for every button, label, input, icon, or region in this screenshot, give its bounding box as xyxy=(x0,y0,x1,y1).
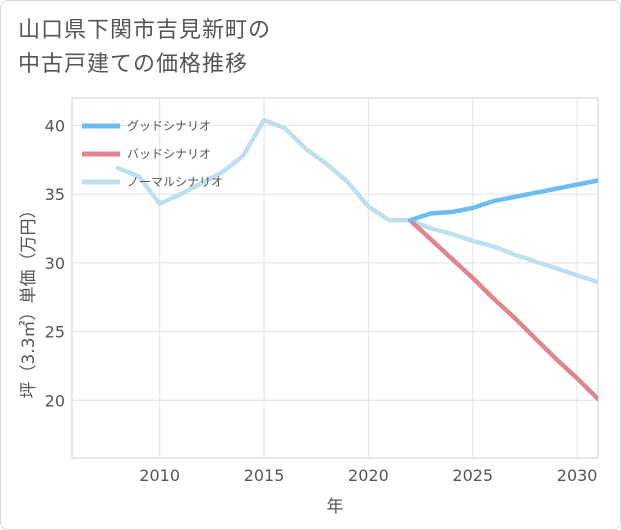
series-line-1 xyxy=(407,178,598,223)
legend-label-2: バッドシナリオ xyxy=(127,147,211,161)
x-tick-label: 2025 xyxy=(452,466,493,485)
y-axis-title: 坪（3.3㎡）単価（万円） xyxy=(19,201,39,398)
plot-border xyxy=(71,97,599,459)
chart-title: 山口県下関市吉見新町の 中古戸建ての価格推移 xyxy=(18,14,271,82)
x-tick-label: 2010 xyxy=(139,466,180,485)
chart-title-line-1: 山口県下関市吉見新町の xyxy=(18,18,272,43)
y-tick-label: 30 xyxy=(45,254,65,273)
x-tick-label: 2015 xyxy=(244,466,285,485)
y-tick-label: 20 xyxy=(45,391,65,410)
series-line-2 xyxy=(407,218,598,402)
chart-title-line-2: 中古戸建ての価格推移 xyxy=(18,52,249,77)
series-line-3 xyxy=(115,117,598,285)
x-axis-title: 年 xyxy=(327,497,344,517)
legend-label-3: ノーマルシナリオ xyxy=(127,175,223,189)
series-layer xyxy=(115,117,598,402)
y-tick-label: 40 xyxy=(45,116,65,135)
y-tick-label: 25 xyxy=(45,323,65,342)
x-tick-label: 2030 xyxy=(557,466,598,485)
legend-label-1: グッドシナリオ xyxy=(127,119,211,133)
x-tick-label: 2020 xyxy=(348,466,389,485)
grid xyxy=(71,97,599,459)
y-tick-label: 35 xyxy=(45,185,65,204)
